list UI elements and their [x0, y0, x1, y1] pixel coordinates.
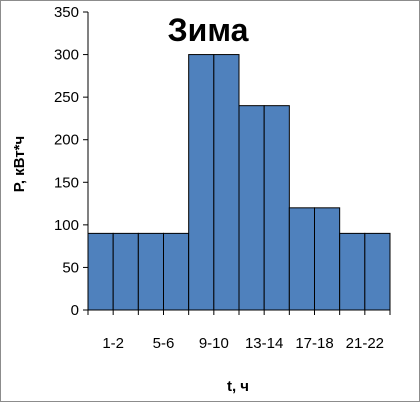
y-tick-label-350: 350	[54, 4, 79, 21]
x-tick-label-17-18: 17-18	[295, 335, 333, 352]
bar-3-4	[112, 232, 139, 311]
bars-layer	[87, 54, 391, 311]
y-tick-label-0: 0	[71, 302, 79, 319]
bar-7-8	[163, 232, 190, 311]
bar-15-16	[263, 105, 290, 311]
y-tick-label-150: 150	[54, 174, 79, 191]
bar-17-18	[288, 207, 315, 311]
x-tick-label-9-10: 9-10	[199, 335, 229, 352]
x-tick-label-5-6: 5-6	[153, 335, 175, 352]
x-axis-title: t, ч	[227, 378, 249, 395]
bar-23-24	[364, 232, 391, 311]
x-tick-label-21-22: 21-22	[346, 335, 384, 352]
y-tick-label-200: 200	[54, 132, 79, 149]
y-tick-label-50: 50	[62, 259, 79, 276]
axes-layer	[83, 11, 391, 315]
bar-13-14	[238, 105, 265, 311]
bar-9-10	[188, 54, 215, 311]
y-axis-title: P, кВт*ч	[11, 136, 28, 192]
y-tick-label-300: 300	[54, 47, 79, 64]
chart-title: Зима	[168, 12, 249, 48]
y-tick-label-100: 100	[54, 217, 79, 234]
bar-19-20	[314, 207, 341, 311]
x-tick-label-13-14: 13-14	[245, 335, 283, 352]
bar-21-22	[339, 232, 366, 311]
bar-5-6	[137, 232, 165, 311]
bar-1-2	[87, 232, 114, 311]
y-tick-label-250: 250	[54, 89, 79, 106]
x-tick-label-1-2: 1-2	[102, 335, 124, 352]
bar-11-12	[213, 54, 240, 311]
labels-layer: 0 50 100 150 200 250 300 350 1-2 5-6 9-10 13-14 17-1…	[54, 4, 384, 352]
